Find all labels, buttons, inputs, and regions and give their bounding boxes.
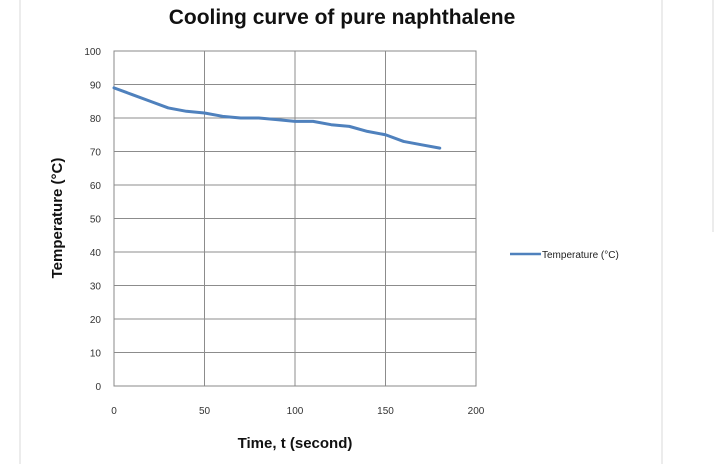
x-axis-label: Time, t (second) — [238, 435, 353, 452]
y-tick-label: 20 — [90, 315, 102, 326]
y-tick-label: 40 — [90, 248, 102, 259]
y-tick-label: 50 — [90, 215, 102, 226]
y-tick-label: 90 — [90, 81, 102, 92]
x-tick-label: 0 — [111, 406, 117, 417]
x-tick-label: 150 — [377, 406, 394, 417]
plot-area — [113, 50, 477, 387]
x-tick-label: 50 — [199, 406, 211, 417]
y-axis-label: Temperature (°C) — [49, 158, 66, 279]
x-tick-labels: 0 50 100 150 200 — [111, 406, 485, 417]
y-tick-label: 60 — [90, 181, 102, 192]
y-tick-label: 80 — [90, 114, 102, 125]
chart-title: Cooling curve of pure naphthalene — [169, 6, 516, 29]
y-tick-label: 100 — [84, 47, 101, 58]
x-tick-label: 200 — [468, 406, 485, 417]
y-tick-label: 30 — [90, 282, 102, 293]
legend: Temperature (°C) — [510, 250, 619, 261]
y-tick-label: 0 — [95, 382, 101, 393]
legend-label: Temperature (°C) — [542, 250, 619, 261]
series-line — [112, 86, 442, 150]
y-tick-label: 70 — [90, 148, 102, 159]
series-layer — [112, 86, 442, 150]
y-tick-labels: 0 10 20 30 40 50 60 70 80 90 100 — [84, 47, 101, 393]
grid — [113, 50, 477, 387]
y-tick-label: 10 — [90, 349, 102, 360]
x-tick-label: 100 — [287, 406, 304, 417]
